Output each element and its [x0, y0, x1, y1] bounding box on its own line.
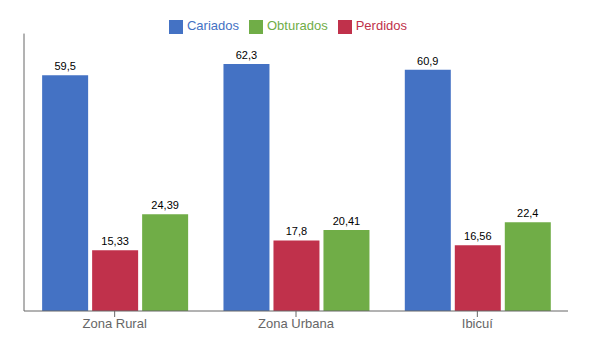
- svg-text:15,33: 15,33: [101, 235, 129, 247]
- svg-text:22,4: 22,4: [517, 207, 538, 219]
- svg-text:Zona Urbana: Zona Urbana: [258, 316, 335, 331]
- svg-text:Ibicuí: Ibicuí: [462, 316, 493, 331]
- svg-text:24,39: 24,39: [151, 199, 179, 211]
- svg-text:20,41: 20,41: [333, 215, 361, 227]
- svg-text:16,56: 16,56: [464, 230, 492, 242]
- html-text:Perdidos: Perdidos: [355, 18, 407, 33]
- svg-text:59,5: 59,5: [54, 60, 75, 72]
- svg-text:62,3: 62,3: [236, 49, 257, 61]
- html-text:Cariados: Cariados: [187, 18, 239, 33]
- svg-text:60,9: 60,9: [417, 55, 438, 67]
- html-text:Obturados: Obturados: [267, 18, 328, 33]
- svg-text:17,8: 17,8: [286, 225, 307, 237]
- svg-text:Zona Rural: Zona Rural: [83, 316, 147, 331]
